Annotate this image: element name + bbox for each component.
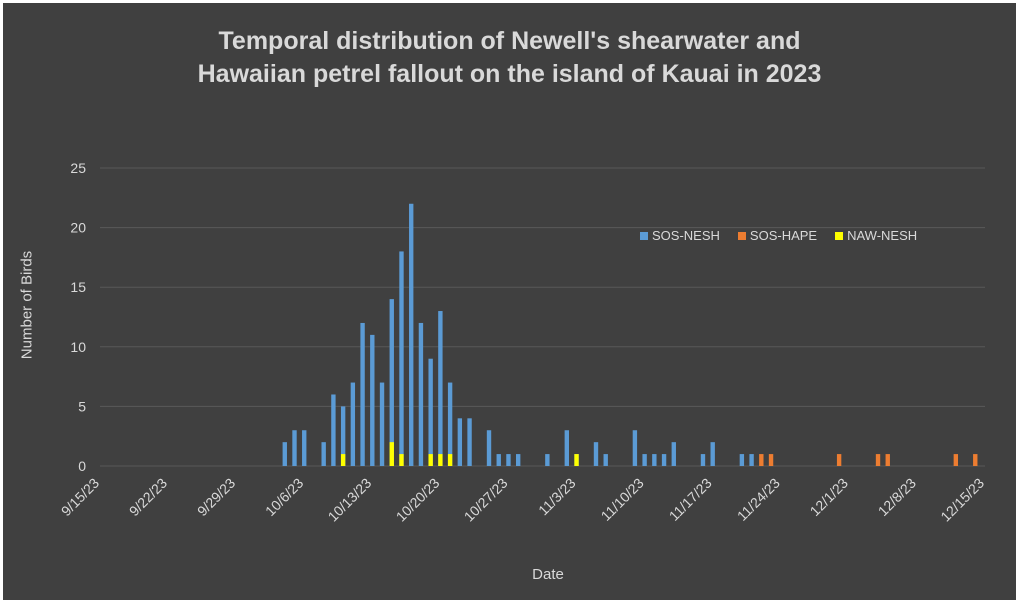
y-tick-label: 10 xyxy=(70,339,86,355)
bar-sos-hape xyxy=(768,454,774,466)
legend-item-sos-nesh: SOS-NESH xyxy=(640,228,720,243)
bar-sos-nesh xyxy=(496,454,501,466)
x-tick-label: 11/3/23 xyxy=(535,475,579,519)
x-tick-label: 10/13/23 xyxy=(325,475,375,525)
y-axis-label: Number of Birds xyxy=(18,250,36,360)
x-tick-label: 10/27/23 xyxy=(461,475,511,525)
bar-sos-nesh xyxy=(370,334,375,466)
bar-sos-nesh xyxy=(545,454,550,466)
x-axis-label: Date xyxy=(532,566,564,583)
chart-title-line-1: Temporal distribution of Newell's shearw… xyxy=(218,27,801,55)
bar-sos-nesh xyxy=(438,311,443,466)
y-tick-label: 5 xyxy=(78,398,86,414)
bar-sos-nesh xyxy=(671,442,676,466)
bar-sos-nesh xyxy=(564,430,570,466)
x-tick-label: 12/8/23 xyxy=(875,475,919,519)
bar-naw-nesh xyxy=(574,454,579,466)
y-tick-label: 20 xyxy=(70,220,86,236)
bar-sos-hape xyxy=(836,454,842,466)
bar-sos-nesh xyxy=(331,394,336,466)
legend-swatch-sos-nesh xyxy=(640,231,648,240)
bar-sos-nesh xyxy=(593,442,599,466)
bar-sos-nesh xyxy=(515,454,521,466)
bar-sos-nesh xyxy=(321,442,326,466)
bar-sos-nesh xyxy=(603,454,608,466)
bar-sos-nesh xyxy=(661,454,667,466)
bar-sos-nesh xyxy=(632,430,638,466)
legend-item-sos-hape: SOS-HAPE xyxy=(737,228,818,243)
bar-sos-nesh xyxy=(710,442,715,466)
bar-sos-nesh xyxy=(360,322,365,466)
bar-sos-nesh xyxy=(700,454,706,466)
bar-sos-nesh xyxy=(282,442,287,466)
chart-title-line-2: Hawaiian petrel fallout on the island of… xyxy=(197,60,822,88)
chart-title: Temporal distribution of Newell's shearw… xyxy=(3,25,1016,91)
x-tick-label: 10/20/23 xyxy=(393,475,443,525)
bar-sos-nesh xyxy=(457,418,463,466)
bar-sos-nesh xyxy=(340,406,346,466)
bar-sos-nesh xyxy=(389,299,394,466)
bar-naw-nesh xyxy=(438,454,443,466)
bar-sos-nesh xyxy=(399,251,404,466)
bar-sos-nesh xyxy=(350,382,356,466)
bar-sos-nesh xyxy=(379,382,385,466)
bar-sos-hape xyxy=(885,454,890,466)
bar-sos-nesh xyxy=(486,430,492,466)
x-tick-label: 9/22/23 xyxy=(126,475,170,519)
bar-sos-nesh xyxy=(302,430,307,466)
legend-label-sos-hape: SOS-HAPE xyxy=(749,228,818,243)
bar-sos-nesh xyxy=(467,418,472,466)
bar-naw-nesh xyxy=(399,454,404,466)
y-tick-label: 0 xyxy=(78,458,86,474)
x-tick-label: 10/6/23 xyxy=(262,475,306,519)
x-tick-label: 11/17/23 xyxy=(666,475,715,524)
bar-sos-nesh xyxy=(447,382,453,466)
bar-sos-hape xyxy=(953,454,959,466)
legend-item-naw-nesh: NAW-NESH xyxy=(835,228,917,243)
bar-sos-nesh xyxy=(292,430,297,466)
legend-swatch-naw-nesh xyxy=(835,231,844,240)
bar-sos-hape xyxy=(759,454,764,466)
legend-swatch-sos-hape xyxy=(737,231,746,240)
bar-sos-nesh xyxy=(642,454,647,466)
x-tick-label: 12/1/23 xyxy=(807,475,851,519)
legend-label-naw-nesh: NAW-NESH xyxy=(847,228,918,243)
x-tick-label: 11/24/23 xyxy=(734,475,783,524)
x-tick-label: 12/15/23 xyxy=(937,475,987,525)
legend-label-sos-nesh: SOS-NESH xyxy=(652,228,720,243)
legend: SOS-NESH SOS-HAPE NAW-NESH xyxy=(640,228,917,243)
bar-sos-nesh xyxy=(506,454,511,466)
bar-sos-nesh xyxy=(749,454,754,466)
x-tick-label: 9/15/23 xyxy=(58,475,102,519)
bar-sos-nesh xyxy=(739,454,745,466)
y-tick-label: 15 xyxy=(70,279,86,295)
x-tick-label: 11/10/23 xyxy=(598,475,647,524)
bar-sos-nesh xyxy=(418,322,424,466)
bar-sos-nesh xyxy=(409,203,414,466)
x-tick-label: 9/29/23 xyxy=(194,475,238,519)
bar-naw-nesh xyxy=(447,454,453,466)
bar-naw-nesh xyxy=(340,454,346,466)
bar-sos-nesh xyxy=(428,358,433,466)
y-tick-label: 25 xyxy=(70,160,86,176)
bar-sos-hape xyxy=(973,454,978,466)
bar-sos-hape xyxy=(875,454,881,466)
bar-naw-nesh xyxy=(389,442,394,466)
bar-sos-nesh xyxy=(652,454,657,466)
bar-naw-nesh xyxy=(428,454,433,466)
